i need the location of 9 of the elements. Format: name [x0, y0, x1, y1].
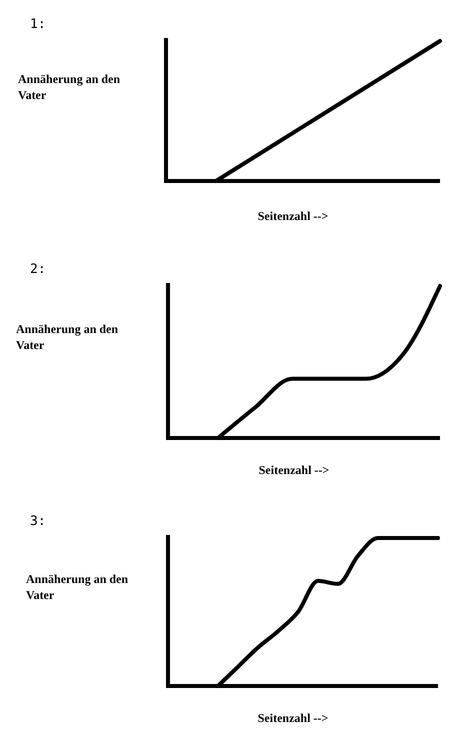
text: 1: — [30, 17, 46, 32]
y-axis-title: Annäherung an den Vater — [26, 572, 128, 602]
text: 3: — [30, 514, 46, 529]
x-axis-title: Seitenzahl --> — [258, 463, 330, 477]
text: 2: — [30, 262, 46, 277]
x-axis-title: Seitenzahl --> — [258, 711, 328, 725]
y-axis-title: Annäherung an den Vater — [18, 72, 120, 102]
x-axis-title: Seitenzahl --> — [258, 209, 328, 223]
y-axis-title: Annäherung an den Vater — [16, 322, 118, 352]
